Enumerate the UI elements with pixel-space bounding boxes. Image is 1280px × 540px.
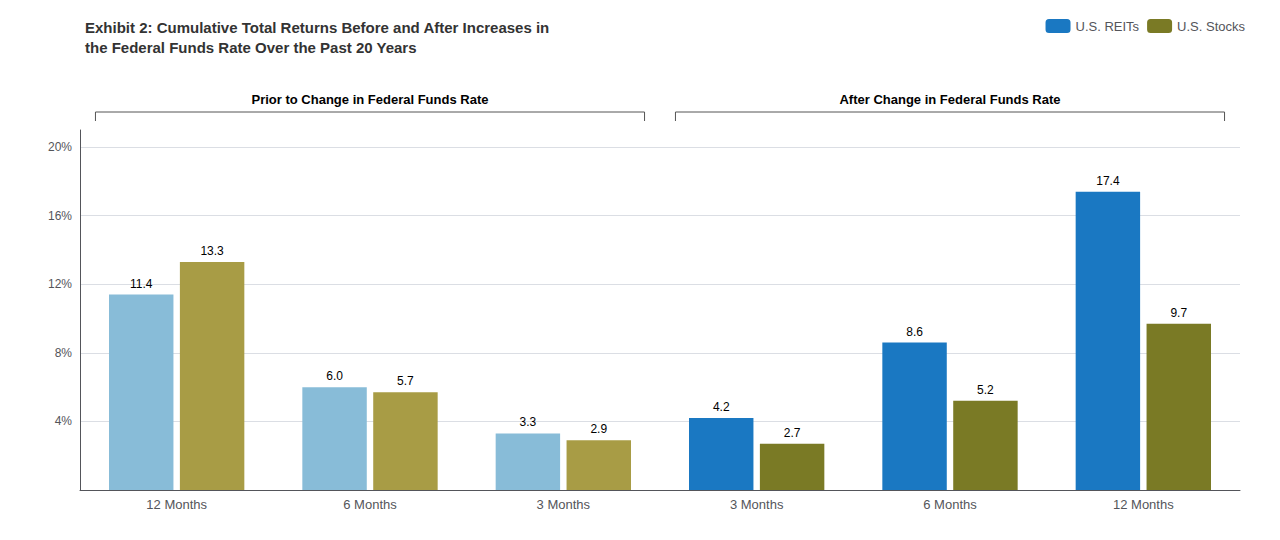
- svg-text:8.6: 8.6: [906, 325, 923, 339]
- svg-text:4.2: 4.2: [713, 400, 730, 414]
- svg-text:Exhibit 2: Cumulative Total Re: Exhibit 2: Cumulative Total Returns Befo…: [85, 19, 549, 36]
- svg-text:Prior to Change in Federal Fun: Prior to Change in Federal Funds Rate: [252, 92, 489, 107]
- svg-text:20%: 20%: [48, 140, 72, 154]
- svg-text:8%: 8%: [55, 346, 73, 360]
- svg-text:2.7: 2.7: [784, 426, 801, 440]
- svg-text:6 Months: 6 Months: [343, 497, 397, 512]
- svg-text:12 Months: 12 Months: [146, 497, 207, 512]
- svg-text:16%: 16%: [48, 209, 72, 223]
- svg-text:2.9: 2.9: [590, 422, 607, 436]
- svg-text:4%: 4%: [55, 414, 73, 428]
- svg-text:17.4: 17.4: [1096, 174, 1120, 188]
- svg-text:After Change in Federal Funds: After Change in Federal Funds Rate: [839, 92, 1060, 107]
- svg-text:9.7: 9.7: [1170, 306, 1187, 320]
- svg-text:3 Months: 3 Months: [537, 497, 591, 512]
- svg-text:12%: 12%: [48, 277, 72, 291]
- svg-text:11.4: 11.4: [130, 277, 153, 291]
- svg-text:U.S. Stocks: U.S. Stocks: [1177, 19, 1245, 34]
- svg-text:13.3: 13.3: [200, 244, 224, 258]
- svg-text:the Federal Funds Rate Over th: the Federal Funds Rate Over the Past 20 …: [85, 39, 417, 56]
- svg-text:3.3: 3.3: [520, 415, 537, 429]
- svg-text:3 Months: 3 Months: [730, 497, 784, 512]
- svg-text:5.2: 5.2: [977, 383, 994, 397]
- svg-text:U.S. REITs: U.S. REITs: [1076, 19, 1140, 34]
- svg-text:12 Months: 12 Months: [1113, 497, 1174, 512]
- svg-text:6 Months: 6 Months: [923, 497, 977, 512]
- svg-text:5.7: 5.7: [397, 374, 414, 388]
- svg-text:6.0: 6.0: [326, 369, 343, 383]
